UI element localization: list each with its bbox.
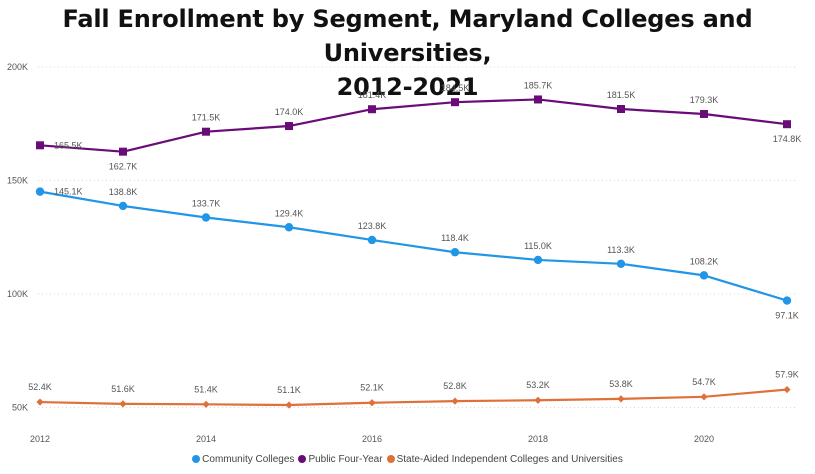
data-point[interactable] — [699, 271, 709, 280]
x-tick-label: 2012 — [30, 434, 50, 444]
data-point[interactable] — [451, 98, 459, 107]
legend-marker-icon — [386, 455, 395, 463]
legend-item-2[interactable]: Public Four-Year — [298, 454, 383, 465]
data-point[interactable] — [450, 248, 460, 257]
x-axis-ticks: 2012 2014 2016 2018 2020 — [30, 434, 714, 444]
legend: Community Colleges Public Four-Year State-… — [0, 454, 815, 465]
y-tick-label: 50K — [12, 403, 28, 413]
data-point[interactable] — [202, 127, 210, 136]
data-label: 174.8K — [773, 134, 802, 144]
data-label: 133.7K — [192, 199, 221, 209]
chart-title: Fall Enrollment by Segment, Maryland Col… — [0, 2, 815, 104]
data-point[interactable] — [368, 399, 376, 407]
data-point[interactable] — [367, 235, 377, 245]
data-label: 53.2K — [526, 380, 550, 390]
data-label: 118.4K — [441, 233, 469, 243]
data-point[interactable] — [202, 400, 210, 408]
data-label: 57.9K — [775, 370, 799, 380]
data-label: 115.0K — [524, 241, 552, 251]
data-point[interactable] — [285, 122, 293, 131]
data-point[interactable] — [783, 120, 791, 129]
series-line — [39, 98, 788, 153]
y-tick-label: 100K — [7, 289, 28, 299]
data-point[interactable] — [616, 259, 626, 269]
data-label: 51.6K — [111, 384, 135, 394]
data-point[interactable] — [36, 398, 44, 406]
data-point[interactable] — [782, 296, 792, 305]
chart-title-line-1: Fall Enrollment by Segment, Maryland Col… — [62, 5, 753, 67]
legend-label: Community Colleges — [202, 454, 295, 465]
data-point[interactable] — [118, 201, 128, 211]
series-3 — [36, 385, 791, 409]
y-tick-label: 150K — [7, 176, 28, 186]
series-line — [39, 190, 788, 302]
data-point[interactable] — [119, 400, 127, 408]
data-label: 138.8K — [109, 187, 138, 197]
y-tick-label: 200K — [7, 62, 28, 72]
data-label: 174.0K — [275, 107, 304, 117]
x-tick-label: 2018 — [528, 434, 548, 444]
data-label: 162.7K — [109, 162, 138, 172]
data-point[interactable] — [783, 385, 791, 394]
chart-title-line-2: 2012-2021 — [336, 73, 479, 101]
series-1 — [35, 187, 792, 305]
data-point[interactable] — [285, 401, 293, 409]
data-point[interactable] — [534, 95, 542, 104]
legend-marker-icon — [192, 455, 201, 463]
data-point[interactable] — [119, 147, 127, 156]
data-label: 129.4K — [275, 208, 304, 218]
data-label: 52.4K — [28, 382, 52, 392]
data-label: 181.4K — [358, 90, 387, 100]
legend-label: Public Four-Year — [308, 454, 383, 465]
data-labels: 145.1K 138.8K 133.7K 129.4K 123.8K 118.4K 115.… — [28, 80, 801, 395]
data-label: 184.5K — [441, 83, 470, 93]
legend-item-3[interactable]: State-Aided Independent Colleges and Uni… — [386, 454, 623, 465]
data-point[interactable] — [617, 395, 625, 403]
data-point[interactable] — [35, 187, 45, 196]
legend-marker-icon — [298, 455, 307, 463]
data-label: 108.2K — [690, 256, 719, 266]
data-label: 54.7K — [692, 377, 716, 387]
x-tick-label: 2020 — [694, 434, 714, 444]
data-point[interactable] — [284, 223, 294, 232]
series-group — [35, 95, 792, 409]
y-axis-ticks: 50K 100K 150K 200K — [7, 62, 28, 413]
data-label: 185.7K — [524, 80, 553, 90]
data-label: 52.1K — [360, 383, 384, 393]
data-point[interactable] — [368, 105, 376, 114]
legend-item-1[interactable]: Community Colleges — [192, 454, 294, 465]
data-label: 113.3K — [607, 245, 635, 255]
data-point[interactable] — [451, 397, 459, 405]
data-point[interactable] — [36, 141, 44, 150]
data-point[interactable] — [201, 213, 211, 222]
x-tick-label: 2016 — [362, 434, 382, 444]
data-point[interactable] — [700, 393, 708, 401]
data-label: 179.3K — [690, 95, 719, 105]
data-label: 51.1K — [277, 385, 301, 395]
data-label: 97.1K — [775, 311, 799, 321]
data-point[interactable] — [617, 104, 625, 113]
data-label: 171.5K — [192, 113, 221, 123]
legend-label: State-Aided Independent Colleges and Uni… — [396, 454, 623, 465]
data-label: 123.8K — [358, 221, 387, 231]
data-label: 52.8K — [443, 381, 467, 391]
data-label: 53.8K — [609, 379, 633, 389]
data-label: 181.5K — [607, 90, 636, 100]
x-tick-label: 2014 — [196, 434, 216, 444]
data-label: 165.5K — [54, 140, 83, 150]
data-label: 51.4K — [194, 384, 218, 394]
data-point[interactable] — [533, 255, 543, 265]
data-point[interactable] — [534, 396, 542, 404]
series-2 — [36, 95, 791, 156]
series-line — [39, 388, 788, 407]
gridlines — [38, 66, 798, 408]
data-label: 145.1K — [54, 187, 83, 197]
data-point[interactable] — [700, 109, 708, 118]
